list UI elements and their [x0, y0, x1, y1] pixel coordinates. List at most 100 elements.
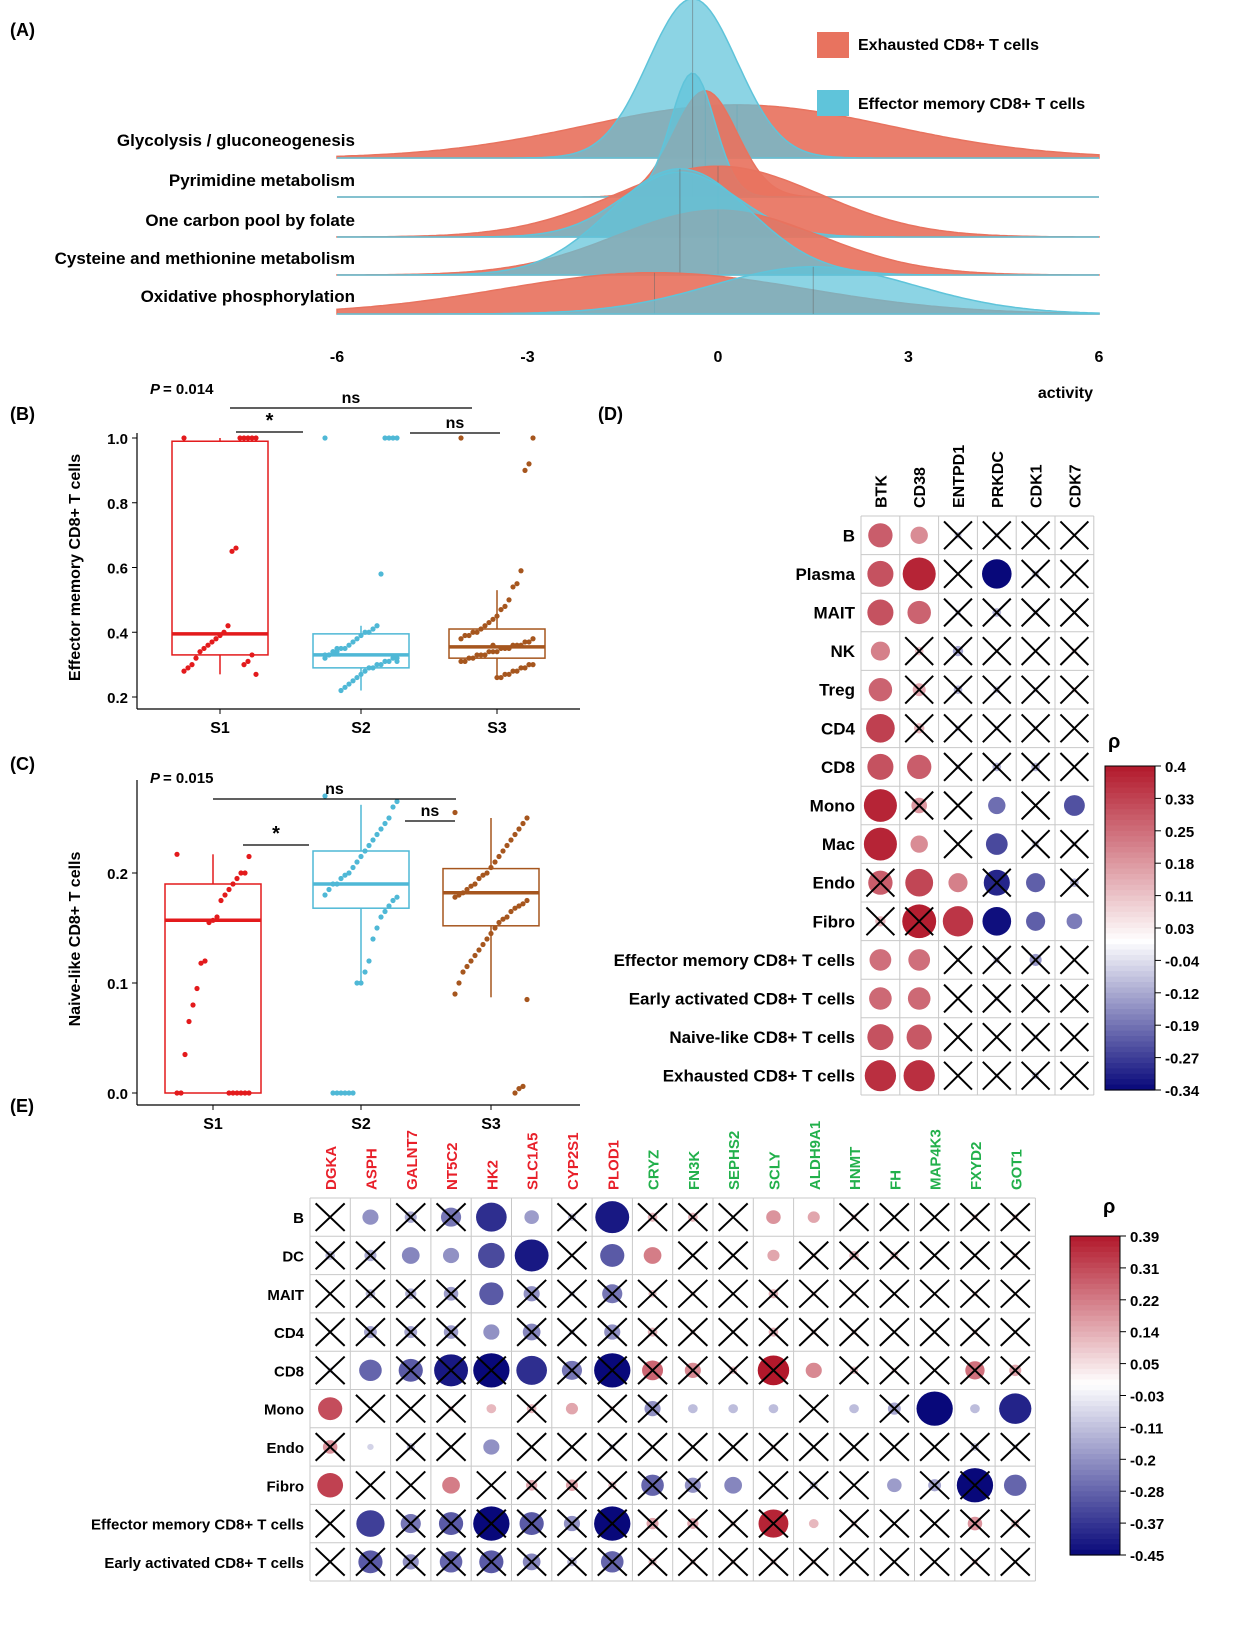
non-significant-cross — [879, 1317, 910, 1347]
data-point — [338, 875, 344, 882]
data-point — [242, 870, 248, 876]
non-significant-cross — [879, 1240, 910, 1270]
non-significant-cross — [1059, 1022, 1090, 1052]
data-point — [522, 665, 528, 671]
x-axis-title: activity — [1038, 385, 1093, 402]
data-point — [237, 435, 243, 441]
colorbar-tick-label: 0.03 — [1165, 921, 1194, 938]
colorbar-title: ρ — [1103, 1196, 1115, 1218]
data-point — [460, 969, 466, 975]
significance-label: ns — [342, 390, 361, 407]
data-point — [458, 435, 464, 441]
legend-swatch-exhausted — [817, 32, 849, 58]
x-tick-label: 0 — [714, 349, 723, 366]
data-point — [462, 658, 468, 664]
non-significant-cross — [1000, 1240, 1031, 1270]
colorbar-segment — [1070, 1427, 1120, 1434]
non-significant-cross — [758, 1355, 789, 1385]
non-significant-cross — [943, 752, 973, 782]
correlation-circle — [907, 987, 931, 1010]
x-tick-label: S1 — [210, 720, 230, 737]
colorbar-segment — [1070, 1480, 1120, 1487]
non-significant-cross — [798, 1547, 829, 1577]
data-point — [245, 435, 251, 441]
colorbar-segment — [1070, 1267, 1120, 1274]
data-point — [198, 960, 204, 966]
data-point — [362, 629, 368, 635]
density-ridge-effector-memory — [337, 168, 1099, 276]
colorbar-segment — [1105, 1046, 1155, 1053]
non-significant-cross — [355, 1470, 386, 1500]
non-significant-cross — [838, 1279, 870, 1309]
correlation-grid: DGKA ASPH GALNT7 NT5C2 HK2 SLC1A5 CYP2S1 PLOD1 C… — [91, 1121, 1036, 1582]
data-point — [226, 1090, 232, 1096]
colorbar-segment — [1070, 1459, 1120, 1466]
y-tick-label: 1.0 — [107, 431, 128, 448]
x-tick-label: -6 — [330, 349, 344, 366]
colorbar-segment — [1105, 1041, 1155, 1048]
data-point — [518, 568, 524, 574]
data-point — [249, 652, 255, 658]
pathway-label: Pyrimidine metabolism — [169, 171, 355, 190]
colorbar-tick-label: -0.04 — [1165, 953, 1200, 970]
colorbar-segment — [1070, 1416, 1120, 1423]
row-label: Naive-like CD8+ T cells — [669, 1028, 855, 1047]
data-point — [242, 1090, 248, 1096]
column-label: GALNT7 — [404, 1130, 421, 1190]
data-point — [338, 1090, 344, 1096]
data-point — [466, 655, 472, 661]
non-significant-cross — [982, 1061, 1012, 1091]
colorbar-segment — [1070, 1453, 1120, 1460]
colorbar-segment — [1105, 998, 1155, 1005]
data-point — [508, 908, 514, 915]
colorbar-segment — [1070, 1294, 1120, 1301]
non-significant-cross — [943, 559, 973, 589]
correlation-circle — [367, 1443, 374, 1450]
colorbar-segment — [1105, 1019, 1155, 1026]
non-significant-cross — [1020, 520, 1051, 550]
non-significant-cross — [1020, 1022, 1051, 1052]
non-significant-cross — [556, 1547, 588, 1577]
non-significant-cross — [717, 1240, 749, 1270]
colorbar-segment — [1070, 1251, 1120, 1258]
column-label: MAP4K3 — [928, 1129, 945, 1190]
non-significant-cross — [516, 1547, 547, 1577]
y-tick-label: 0.1 — [107, 976, 128, 993]
column-label: CRYZ — [646, 1150, 663, 1190]
non-significant-cross — [904, 636, 934, 666]
non-significant-cross — [943, 829, 973, 859]
correlation-circle — [910, 526, 928, 544]
data-point — [504, 914, 510, 920]
colorbar-segment — [1070, 1305, 1120, 1312]
data-point — [498, 645, 504, 652]
colorbar-segment — [1105, 836, 1155, 843]
colorbar-segment — [1105, 895, 1155, 902]
non-significant-cross — [798, 1470, 829, 1500]
non-significant-cross — [314, 1509, 346, 1539]
non-significant-cross — [556, 1470, 588, 1500]
non-significant-cross — [556, 1355, 588, 1385]
non-significant-cross — [879, 1394, 910, 1424]
non-significant-cross — [838, 1470, 870, 1500]
colorbar-segment — [1070, 1379, 1120, 1386]
data-point — [386, 435, 392, 441]
non-significant-cross — [516, 1509, 547, 1539]
data-point — [390, 897, 396, 904]
non-significant-cross — [904, 713, 934, 743]
colorbar-segment — [1070, 1464, 1120, 1471]
non-significant-cross — [476, 1355, 507, 1385]
colorbar-segment — [1105, 944, 1155, 951]
correlation-circle — [908, 949, 931, 971]
data-point — [500, 916, 506, 922]
non-significant-cross — [717, 1547, 749, 1577]
y-tick-label: 0.8 — [107, 496, 128, 513]
correlation-circle — [442, 1247, 460, 1264]
non-significant-cross — [943, 597, 973, 628]
data-point — [514, 668, 520, 674]
ridge-layers — [336, 0, 1100, 315]
colorbar-segment — [1070, 1512, 1120, 1519]
row-label: MAIT — [267, 1287, 304, 1304]
colorbar-tick-label: -0.03 — [1130, 1389, 1164, 1406]
data-point — [488, 930, 494, 937]
non-significant-cross — [597, 1509, 628, 1539]
